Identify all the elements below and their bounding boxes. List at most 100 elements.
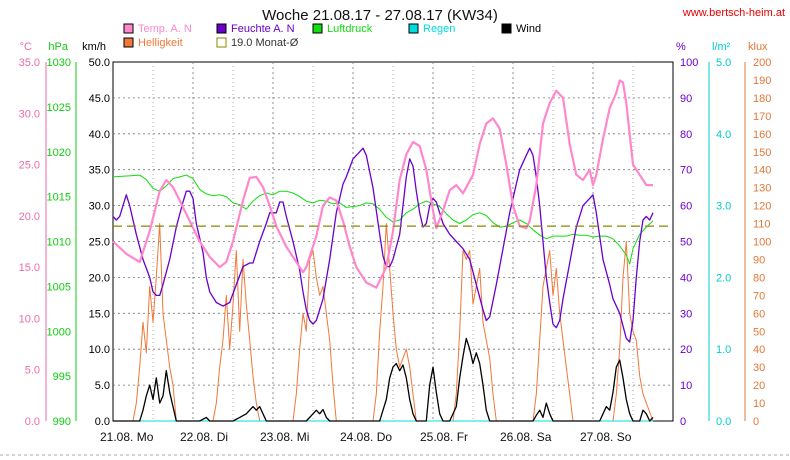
lux-axis-tick-label: 70 xyxy=(753,290,765,302)
humidity-axis-tick-label: 80 xyxy=(680,129,692,141)
lux-axis-tick-label: 190 xyxy=(753,75,771,87)
lux-axis-tick-label: 60 xyxy=(753,308,765,320)
lux-axis-tick-label: 50 xyxy=(753,326,765,338)
day-label: 22.08. Di xyxy=(180,430,228,444)
pressure-axis-tick-label: 990 xyxy=(53,416,71,428)
wind-axis-tick-label: 40.0 xyxy=(89,129,110,141)
legend-swatch xyxy=(216,37,227,48)
pressure-axis-tick-label: 1005 xyxy=(47,281,71,293)
pressure-axis-tick-label: 1025 xyxy=(47,102,71,114)
pressure-axis-tick-label: 995 xyxy=(53,371,71,383)
lux-axis-tick-label: 150 xyxy=(753,147,771,159)
humidity-axis-tick-label: 30 xyxy=(680,308,692,320)
series-temp-a-n xyxy=(112,79,653,289)
legend-label: Feuchte A. N xyxy=(231,23,295,35)
lux-axis-tick-label: 110 xyxy=(753,219,771,231)
legend-label: Luftdruck xyxy=(327,23,373,35)
lux-axis-tick-label: 20 xyxy=(753,380,765,392)
lux-axis-unit-label: klux xyxy=(748,41,768,53)
series-helligkeit xyxy=(113,223,654,422)
temp-axis-tick-label: 35.0 xyxy=(19,57,40,69)
site-link[interactable]: www.bertsch-heim.at xyxy=(682,7,785,19)
legend-swatch xyxy=(123,37,134,48)
legend-label: 19.0 Monat-Ø xyxy=(231,37,299,49)
temp-axis-tick-label: 20.0 xyxy=(19,211,40,223)
pressure-axis-tick-label: 1000 xyxy=(47,326,71,338)
lux-axis-tick-label: 90 xyxy=(753,254,765,266)
day-label: 21.08. Mo xyxy=(100,430,154,444)
day-label: 26.08. Sa xyxy=(500,430,552,444)
rain-axis-tick-label: 1.0 xyxy=(716,344,731,356)
wind-axis-tick-label: 15.0 xyxy=(89,308,110,320)
wind-axis-tick-label: 10.0 xyxy=(89,344,110,356)
series-feuchte-a-n xyxy=(112,147,654,343)
legend-swatch xyxy=(123,23,134,34)
legend-label: Regen xyxy=(423,23,455,35)
day-label: 24.08. Do xyxy=(340,430,392,444)
day-label: 23.08. Mi xyxy=(260,430,309,444)
wind-axis-tick-label: 30.0 xyxy=(89,201,110,213)
humidity-axis-tick-label: 50 xyxy=(680,237,692,249)
lux-axis-tick-label: 140 xyxy=(753,165,771,177)
lux-axis-tick-label: 160 xyxy=(753,129,771,141)
humidity-axis-tick-label: 60 xyxy=(680,201,692,213)
wind-axis-tick-label: 50.0 xyxy=(89,57,110,69)
rain-axis-tick-label: 0.0 xyxy=(716,416,731,428)
humidity-axis-unit-label: % xyxy=(676,41,686,53)
pressure-axis-tick-label: 1030 xyxy=(47,57,71,69)
lux-axis-tick-label: 200 xyxy=(753,57,771,69)
rain-axis-tick-label: 2.0 xyxy=(716,272,731,284)
temp-axis-tick-label: 0.0 xyxy=(25,416,40,428)
wind-axis-unit-label: km/h xyxy=(82,41,106,53)
humidity-axis-tick-label: 40 xyxy=(680,272,692,284)
temp-axis-unit-label: °C xyxy=(20,41,32,53)
rain-axis-tick-label: 3.0 xyxy=(716,201,731,213)
pressure-axis-tick-label: 1010 xyxy=(47,237,71,249)
legend-swatch xyxy=(312,23,323,34)
legend-swatch xyxy=(408,23,419,34)
legend: Temp. A. N Feuchte A. N Luftdruck Regen Wind… xyxy=(123,23,541,49)
rain-axis-tick-label: 4.0 xyxy=(716,129,731,141)
lux-axis-tick-label: 0 xyxy=(753,416,759,428)
humidity-axis-tick-label: 90 xyxy=(680,93,692,105)
series-wind xyxy=(113,337,654,422)
wind-axis-tick-label: 25.0 xyxy=(89,237,110,249)
legend-label: Helligkeit xyxy=(138,37,183,49)
temp-axis-tick-label: 30.0 xyxy=(19,108,40,120)
humidity-axis-tick-label: 100 xyxy=(680,57,698,69)
series-luftdruck xyxy=(112,174,654,265)
pressure-axis-unit-label: hPa xyxy=(48,41,68,53)
lux-axis-tick-label: 30 xyxy=(753,362,765,374)
lux-axis-tick-label: 170 xyxy=(753,111,771,123)
legend-swatch xyxy=(216,23,227,34)
day-label: 27.08. So xyxy=(580,430,632,444)
lux-axis-tick-label: 100 xyxy=(753,237,771,249)
legend-swatch xyxy=(501,23,512,34)
humidity-axis-tick-label: 0 xyxy=(680,416,686,428)
temp-axis-tick-label: 15.0 xyxy=(19,262,40,274)
lux-axis-tick-label: 80 xyxy=(753,272,765,284)
lux-axis-tick-label: 120 xyxy=(753,201,771,213)
wind-axis-tick-label: 0.0 xyxy=(95,416,110,428)
wind-axis-tick-label: 45.0 xyxy=(89,93,110,105)
legend-label: Temp. A. N xyxy=(138,23,192,35)
wind-axis-tick-label: 35.0 xyxy=(89,165,110,177)
humidity-axis-tick-label: 70 xyxy=(680,165,692,177)
wind-axis-tick-label: 20.0 xyxy=(89,272,110,284)
pressure-axis-tick-label: 1020 xyxy=(47,147,71,159)
lux-axis-tick-label: 180 xyxy=(753,93,771,105)
rain-axis-tick-label: 5.0 xyxy=(716,57,731,69)
humidity-axis-tick-label: 20 xyxy=(680,344,692,356)
temp-axis-tick-label: 25.0 xyxy=(19,160,40,172)
temp-axis-tick-label: 5.0 xyxy=(25,365,40,377)
chart-title: Woche 21.08.17 - 27.08.17 (KW34) xyxy=(262,7,498,24)
rain-axis-unit-label: l/m² xyxy=(712,41,731,53)
lux-axis-tick-label: 10 xyxy=(753,398,765,410)
pressure-axis-tick-label: 1015 xyxy=(47,192,71,204)
series-group xyxy=(112,79,673,422)
wind-axis-tick-label: 5.0 xyxy=(95,380,110,392)
lux-axis-tick-label: 130 xyxy=(753,183,771,195)
legend-label: Wind xyxy=(516,23,541,35)
axes: 35.030.025.020.015.010.05.00.0°C10301025… xyxy=(0,41,790,456)
